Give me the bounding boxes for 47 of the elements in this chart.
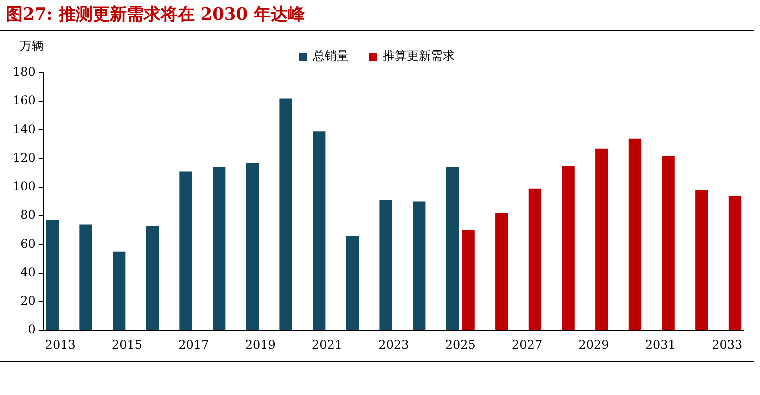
bar — [528, 188, 542, 330]
x-tick-label: 2019 — [245, 338, 276, 352]
bar — [662, 156, 675, 330]
bar — [462, 230, 475, 330]
y-tick-label: 40 — [20, 265, 36, 280]
x-tick-label: 2031 — [645, 338, 676, 352]
bar — [280, 98, 292, 330]
bar — [80, 224, 92, 330]
y-tick-label: 80 — [20, 208, 36, 222]
bar — [146, 226, 160, 330]
bar — [696, 190, 708, 330]
bar — [562, 166, 575, 330]
y-tick-label: 100 — [13, 180, 36, 194]
bar — [180, 172, 192, 330]
chart-title: 图27: 推测更新需求将在 2030 年达峰 — [0, 0, 754, 31]
y-tick-label: 60 — [20, 236, 36, 251]
bar — [213, 167, 226, 330]
y-tick-label: 20 — [20, 294, 36, 308]
bar — [313, 132, 326, 330]
bar — [112, 252, 126, 330]
x-tick-label: 2021 — [312, 338, 343, 352]
y-tick-label: 180 — [13, 65, 36, 80]
x-tick-label: 2033 — [712, 338, 743, 352]
y-tick-label: 0 — [28, 322, 36, 337]
bar — [346, 236, 360, 330]
x-tick-label: 2017 — [178, 338, 210, 352]
x-tick-label: 2027 — [512, 338, 543, 352]
y-tick-label: 140 — [13, 122, 36, 136]
x-tick-label: 2013 — [45, 338, 76, 352]
y-axis-title: 万辆 — [20, 39, 44, 54]
bar — [413, 202, 426, 330]
x-tick-label: 2029 — [578, 338, 610, 352]
bar — [380, 200, 392, 330]
legend-label: 总销量 — [312, 49, 349, 64]
bar — [246, 163, 260, 330]
x-tick-label: 2025 — [445, 338, 476, 352]
bar — [446, 167, 460, 330]
bar — [496, 213, 508, 330]
y-tick-label: 120 — [13, 150, 36, 165]
bar — [628, 138, 642, 330]
x-tick-label: 2023 — [378, 338, 410, 352]
bar — [46, 220, 59, 330]
y-tick-label: 160 — [13, 94, 36, 108]
bar — [728, 196, 742, 330]
x-tick-label: 2015 — [112, 338, 143, 352]
legend-label: 推算更新需求 — [383, 49, 455, 64]
bar — [596, 148, 608, 330]
